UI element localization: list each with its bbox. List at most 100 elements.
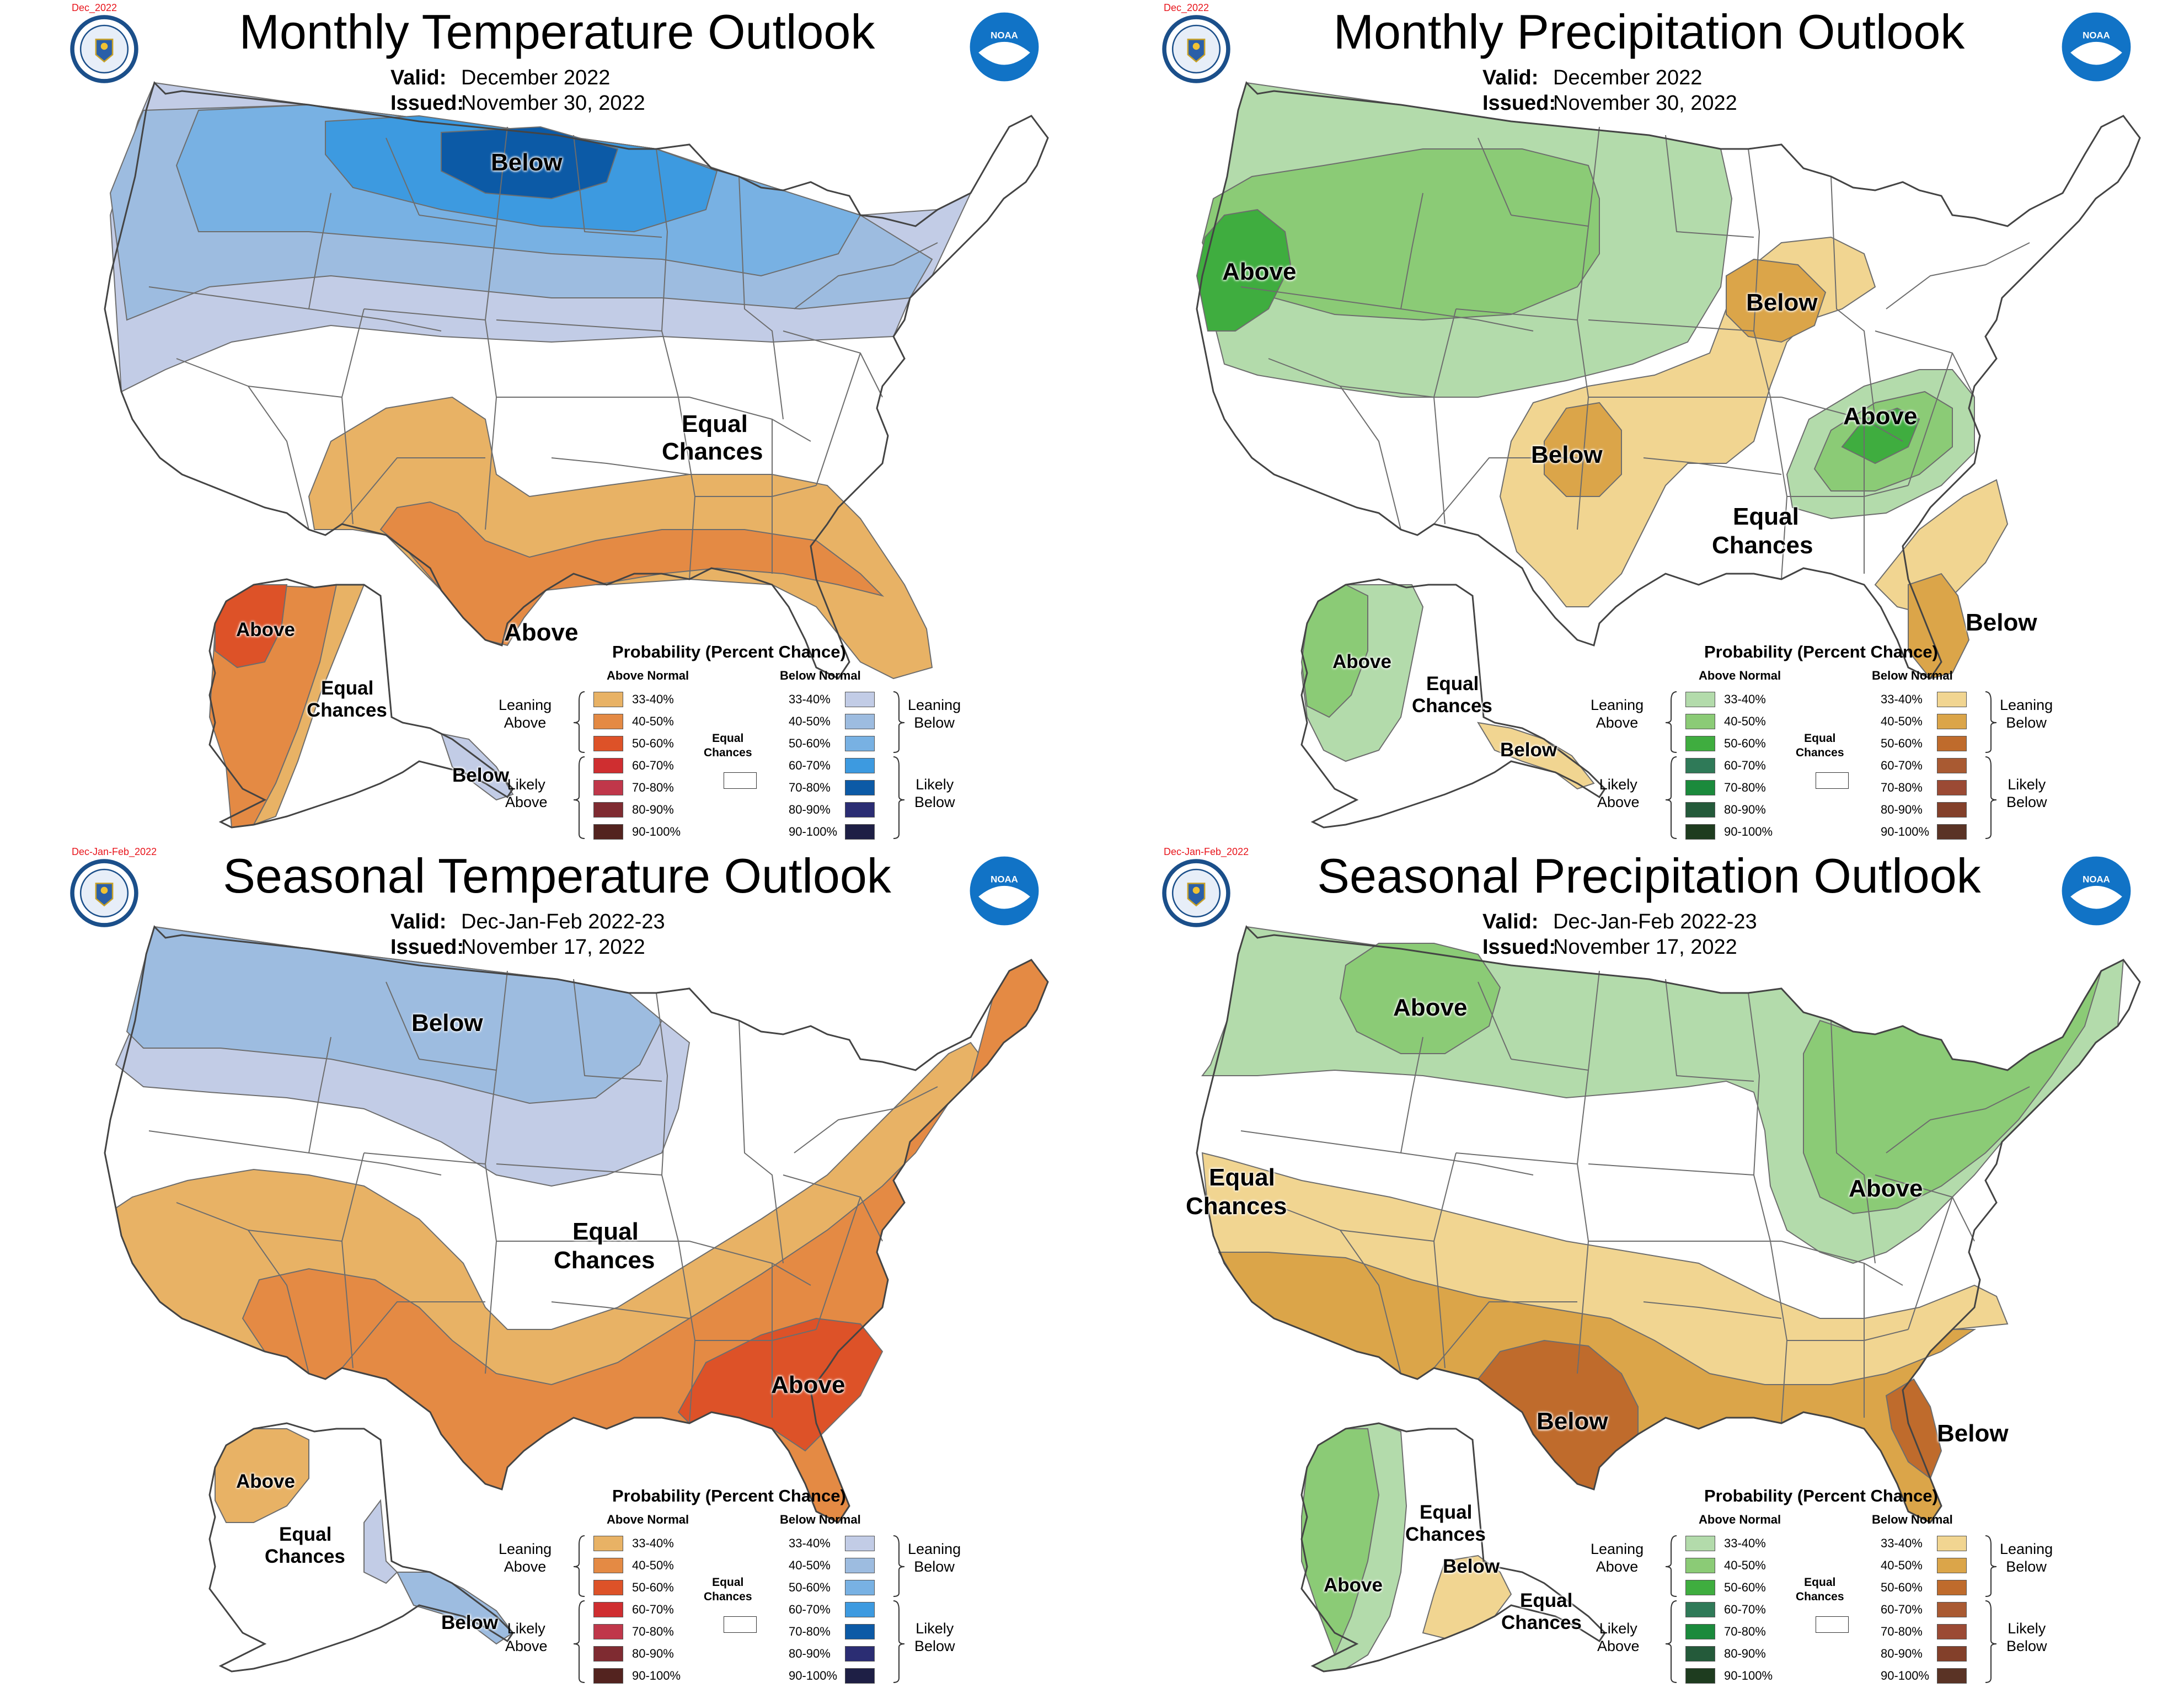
legend-swatch-above <box>593 1668 623 1684</box>
legend-likely-below: Likely Below <box>2006 1620 2047 1654</box>
below-50-60-florida <box>1885 1378 1942 1479</box>
above-40-50-great-lakes <box>1803 970 2102 1215</box>
map-label: Equal <box>1426 673 1479 695</box>
legend-swatch-above <box>593 1624 623 1639</box>
probability-legend: Probability (Percent Chance) Above Norma… <box>1588 1483 2129 1687</box>
legend-swatch-above <box>1685 1602 1715 1617</box>
below-40-50-region-2 <box>1544 402 1622 497</box>
map-label: Chances <box>1712 532 1813 559</box>
legend-range-above: 60-70% <box>1724 1602 1766 1616</box>
legend-range-below: 70-80% <box>1881 1625 1923 1638</box>
valid-issued-block: Valid: December 2022 Issued:November 30, … <box>1482 65 1737 116</box>
map-label: Above <box>504 619 579 646</box>
legend-swatch-below <box>845 1646 875 1662</box>
legend-range-above: 80-90% <box>1724 803 1766 816</box>
legend-swatch-below <box>845 780 875 795</box>
period-tag: Dec_2022 <box>1164 2 1209 13</box>
issued-value: November 30, 2022 <box>461 92 645 115</box>
legend-swatch-below <box>1937 692 1967 707</box>
map-label: Chances <box>265 1546 345 1567</box>
map-label: Below <box>1966 609 2037 636</box>
legend-range-above: 40-50% <box>1724 1558 1766 1572</box>
legend-range-below: 50-60% <box>789 1580 831 1594</box>
map-label: Above <box>1332 651 1391 672</box>
legend-likely-below: Likely Below <box>914 776 955 810</box>
legend-swatch-above <box>593 1558 623 1573</box>
legend-range-below: 90-100% <box>789 825 838 838</box>
legend-swatch-above <box>593 1646 623 1662</box>
ak-leaning-below <box>440 733 514 801</box>
legend-above-head: Above Normal <box>1699 1513 1781 1526</box>
legend-equal-swatch <box>1816 1616 1849 1633</box>
legend-range-above: 70-80% <box>632 1625 674 1638</box>
legend-equal-swatch <box>724 1616 757 1633</box>
panel-monthly-precipitation: Dec_2022 NOAA Monthly Precipitation Outl… <box>1092 0 2184 844</box>
legend-swatch-below <box>845 1602 875 1617</box>
legend-range-below: 40-50% <box>789 1558 831 1572</box>
legend-swatch-below <box>845 802 875 818</box>
legend-likely-below: Likely Below <box>2006 776 2047 810</box>
legend-swatch-below <box>1937 780 1967 795</box>
legend-above-head: Above Normal <box>607 669 689 682</box>
issued-label: Issued: <box>1482 92 1556 115</box>
legend-range-below: 60-70% <box>789 1602 831 1616</box>
legend-range-above: 33-40% <box>1724 1536 1766 1550</box>
map-label: Equal <box>1733 503 1799 530</box>
map-label: Equal <box>1420 1502 1473 1523</box>
map-label: Equal <box>321 677 374 699</box>
below-70-80-region <box>441 126 619 200</box>
legend-swatch-above <box>593 780 623 795</box>
issued-value: November 17, 2022 <box>461 936 645 959</box>
above-40-50-region <box>1201 148 1600 321</box>
period-tag: Dec-Jan-Feb_2022 <box>1164 846 1249 857</box>
issued-value: November 17, 2022 <box>1553 936 1737 959</box>
legend-leaning-below: Leaning Below <box>2000 697 2053 731</box>
map-label: Chances <box>1405 1524 1486 1545</box>
issued-label: Issued: <box>390 936 464 959</box>
legend-swatch-below <box>1937 824 1967 840</box>
legend-leaning-below: Leaning Below <box>2000 1541 2053 1575</box>
map-label: Equal <box>279 1524 332 1545</box>
legend-swatch-below <box>1937 1602 1967 1617</box>
legend-leaning-above: Leaning Above <box>1591 1541 1644 1575</box>
issued-label: Issued: <box>1482 936 1556 959</box>
map-label: Above <box>1393 994 1468 1021</box>
below-40-50-region <box>1726 258 1827 343</box>
map-label: Above <box>1843 403 1918 430</box>
legend-range-above: 90-100% <box>632 825 681 838</box>
legend-swatch-above <box>593 736 623 751</box>
probability-legend: Probability (Percent Chance) Above Norma… <box>1588 639 2129 843</box>
legend-equal-chances: Equal Chances <box>1796 732 1844 759</box>
legend-swatch-above <box>593 714 623 729</box>
legend-range-below: 80-90% <box>1881 803 1923 816</box>
legend-range-above: 70-80% <box>632 781 674 794</box>
legend-swatch-above <box>1685 1624 1715 1639</box>
map-label: Below <box>441 1612 499 1633</box>
legend-equal-chances: Equal Chances <box>704 1576 752 1603</box>
legend-range-below: 80-90% <box>1881 1647 1923 1660</box>
period-tag: Dec-Jan-Feb_2022 <box>72 846 157 857</box>
valid-issued-block: Valid: December 2022 Issued:November 30, … <box>390 65 645 116</box>
panel-title: Monthly Temperature Outlook <box>239 4 875 59</box>
legend-swatch-below <box>1937 714 1967 729</box>
legend-swatch-below <box>1937 758 1967 773</box>
legend-range-above: 80-90% <box>632 803 674 816</box>
legend-range-above: 60-70% <box>632 758 674 772</box>
legend-above-head: Above Normal <box>607 1513 689 1526</box>
legend-swatch-below <box>845 1668 875 1684</box>
legend-swatch-above <box>593 802 623 818</box>
legend-range-below: 60-70% <box>1881 758 1923 772</box>
legend-equal-chances: Equal Chances <box>1796 1576 1844 1603</box>
valid-value: Dec-Jan-Feb 2022-23 <box>1553 910 1757 933</box>
legend-swatch-below <box>845 1624 875 1639</box>
svg-text:NOAA: NOAA <box>2083 30 2110 40</box>
map-label: Chances <box>1501 1612 1582 1633</box>
legend-swatch-below <box>845 1536 875 1551</box>
map-label: Below <box>1443 1556 1500 1577</box>
legend-below-head: Below Normal <box>780 1513 861 1526</box>
legend-braces <box>1665 691 1997 839</box>
legend-title: Probability (Percent Chance) <box>612 642 846 661</box>
legend-range-below: 70-80% <box>1881 781 1923 794</box>
legend-swatch-above <box>1685 1646 1715 1662</box>
ak-leaning-above <box>252 584 365 826</box>
